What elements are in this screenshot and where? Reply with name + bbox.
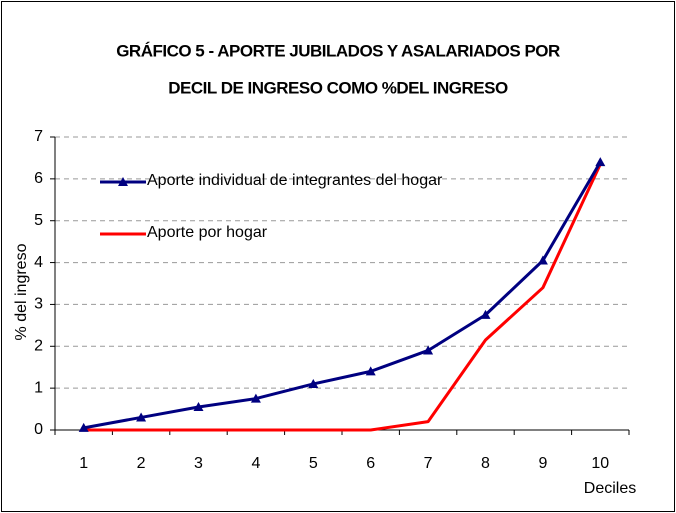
- x-tick-label: 3: [194, 455, 203, 472]
- y-tick-label: 0: [34, 421, 43, 438]
- series-line: [83, 163, 602, 432]
- x-tick-label: 9: [538, 455, 547, 472]
- data-point: [423, 345, 434, 355]
- data-point: [78, 422, 89, 432]
- legend-entry: Aporte individual de integrantes del hog…: [147, 172, 443, 189]
- data-point: [308, 378, 319, 388]
- x-tick-label: 1: [79, 455, 88, 472]
- y-tick-label: 2: [34, 338, 43, 355]
- x-tick-label: 6: [366, 455, 375, 472]
- series-line: [83, 161, 602, 430]
- y-tick-label: 1: [34, 379, 43, 396]
- y-tick-label: 7: [34, 128, 43, 145]
- x-tick-label: 4: [251, 455, 260, 472]
- x-tick-label: 8: [481, 455, 490, 472]
- legend-label: Aporte individual de integrantes del hog…: [147, 172, 443, 189]
- x-axis-label: Deciles: [584, 480, 636, 497]
- y-tick-label: 5: [34, 212, 43, 229]
- data-point: [365, 366, 376, 376]
- y-tick-label: 6: [34, 170, 43, 187]
- legend-label: Aporte por hogar: [147, 224, 268, 241]
- x-tick-label: 10: [591, 455, 609, 472]
- legend-marker: [118, 177, 128, 186]
- legend-entry: Aporte por hogar: [147, 224, 268, 241]
- y-tick-label: 3: [34, 296, 43, 313]
- data-point: [480, 309, 491, 319]
- y-tick-label: 4: [34, 254, 43, 271]
- data-point: [250, 393, 261, 403]
- data-point: [595, 157, 606, 167]
- data-point: [537, 255, 548, 265]
- data-point: [193, 401, 204, 411]
- chart-title: GRÁFICO 5 - APORTE JUBILADOS Y ASALARIAD…: [116, 41, 560, 60]
- x-tick-label: 7: [424, 455, 433, 472]
- x-tick-label: 2: [137, 455, 146, 472]
- y-axis-label: % del ingreso: [13, 243, 30, 340]
- data-point: [136, 412, 147, 422]
- chart-title: DECIL DE INGRESO COMO %DEL INGRESO: [168, 78, 508, 97]
- x-tick-label: 5: [309, 455, 318, 472]
